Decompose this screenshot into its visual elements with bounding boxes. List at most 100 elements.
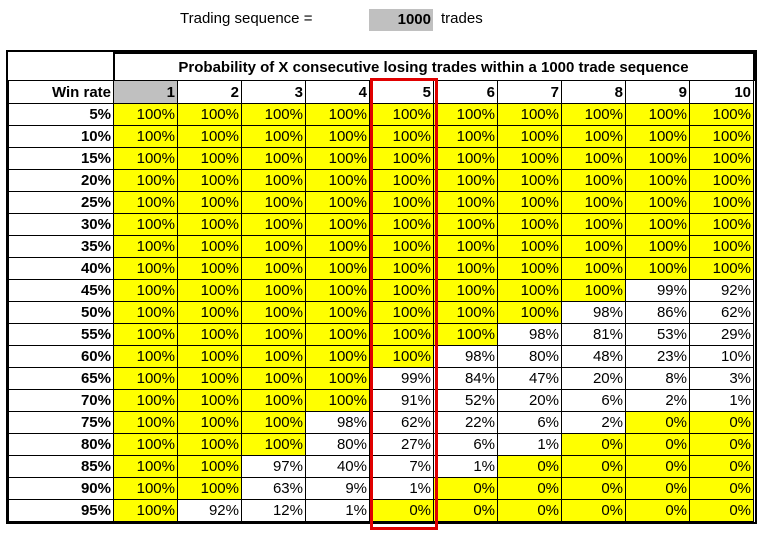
probability-cell: 100% xyxy=(305,301,370,324)
win-rate: 60% xyxy=(8,345,114,368)
probability-cell: 100% xyxy=(241,433,306,456)
probability-cell: 100% xyxy=(561,125,626,148)
probability-cell: 97% xyxy=(241,455,306,478)
probability-cell: 100% xyxy=(177,257,242,280)
probability-cell: 100% xyxy=(113,433,178,456)
probability-cell: 100% xyxy=(113,235,178,258)
probability-cell: 100% xyxy=(689,125,754,148)
probability-cell: 100% xyxy=(241,411,306,434)
data-row: 25% 100% 100% 100% 100% 100% 100% 100% 100% 100% 1… xyxy=(8,191,754,214)
probability-cell: 100% xyxy=(177,235,242,258)
data-row: 70% 100% 100% 100% 100% 91% 52% 20% 6% 2% 1% xyxy=(8,389,754,412)
probability-cell: 100% xyxy=(305,103,370,126)
probability-cell: 100% xyxy=(305,147,370,170)
probability-cell: 100% xyxy=(241,389,306,412)
probability-cell: 0% xyxy=(561,499,626,522)
win-rate: 20% xyxy=(8,169,114,192)
win-rate: 40% xyxy=(8,257,114,280)
probability-cell: 100% xyxy=(113,389,178,412)
probability-cell: 100% xyxy=(369,323,434,346)
data-row: 95% 100% 92% 12% 1% 0% 0% 0% 0% 0% 0% xyxy=(8,499,754,522)
probability-cell: 100% xyxy=(561,257,626,280)
data-row: 65% 100% 100% 100% 100% 99% 84% 47% 20% 8% 3% xyxy=(8,367,754,390)
probability-cell: 2% xyxy=(625,389,690,412)
data-row: 55% 100% 100% 100% 100% 100% 100% 98% 81% 53% 29% xyxy=(8,323,754,346)
corner-blank xyxy=(9,53,114,81)
probability-cell: 100% xyxy=(113,169,178,192)
probability-cell: 100% xyxy=(241,301,306,324)
probability-cell: 20% xyxy=(497,389,562,412)
probability-cell: 100% xyxy=(497,235,562,258)
probability-cell: 20% xyxy=(561,367,626,390)
probability-cell: 100% xyxy=(305,257,370,280)
win-rate: 15% xyxy=(8,147,114,170)
probability-cell: 100% xyxy=(305,235,370,258)
probability-cell: 100% xyxy=(113,125,178,148)
probability-cell: 100% xyxy=(113,301,178,324)
probability-cell: 100% xyxy=(433,191,498,214)
probability-cell: 100% xyxy=(689,235,754,258)
win-rate: 45% xyxy=(8,279,114,302)
probability-cell: 100% xyxy=(177,147,242,170)
probability-cell: 81% xyxy=(561,323,626,346)
column-header: 1 xyxy=(113,80,178,104)
probability-cell: 100% xyxy=(689,147,754,170)
probability-cell: 6% xyxy=(497,411,562,434)
probability-cell: 100% xyxy=(497,103,562,126)
probability-cell: 100% xyxy=(241,191,306,214)
probability-cell: 6% xyxy=(433,433,498,456)
probability-cell: 0% xyxy=(433,499,498,522)
probability-cell: 0% xyxy=(689,499,754,522)
data-row: 45% 100% 100% 100% 100% 100% 100% 100% 100% 99% 92… xyxy=(8,279,754,302)
probability-cell: 100% xyxy=(177,389,242,412)
probability-cell: 0% xyxy=(625,499,690,522)
probability-cell: 100% xyxy=(177,279,242,302)
probability-cell: 1% xyxy=(497,433,562,456)
probability-cell: 3% xyxy=(689,367,754,390)
sequence-label: Trading sequence = xyxy=(180,10,313,27)
probability-cell: 100% xyxy=(497,169,562,192)
column-header: 6 xyxy=(433,80,498,104)
probability-cell: 100% xyxy=(497,279,562,302)
probability-cell: 100% xyxy=(305,125,370,148)
sequence-unit: trades xyxy=(441,10,483,27)
win-rate: 85% xyxy=(8,455,114,478)
column-header: 9 xyxy=(625,80,690,104)
probability-cell: 0% xyxy=(625,433,690,456)
probability-cell: 2% xyxy=(561,411,626,434)
probability-cell: 62% xyxy=(689,301,754,324)
probability-cell: 100% xyxy=(433,257,498,280)
probability-cell: 100% xyxy=(113,279,178,302)
probability-cell: 100% xyxy=(113,477,178,500)
probability-cell: 100% xyxy=(177,433,242,456)
probability-cell: 0% xyxy=(625,411,690,434)
probability-cell: 100% xyxy=(625,169,690,192)
highlight-box xyxy=(370,78,438,530)
probability-cell: 99% xyxy=(625,279,690,302)
probability-cell: 100% xyxy=(241,367,306,390)
data-row: 60% 100% 100% 100% 100% 100% 98% 80% 48% 23% 10% xyxy=(8,345,754,368)
column-header: 4 xyxy=(305,80,370,104)
probability-cell: 1% xyxy=(305,499,370,522)
probability-cell: 100% xyxy=(561,169,626,192)
probability-cell: 100% xyxy=(433,125,498,148)
probability-cell: 100% xyxy=(369,125,434,148)
probability-cell: 0% xyxy=(625,477,690,500)
probability-cell: 100% xyxy=(241,235,306,258)
probability-cell: 7% xyxy=(369,455,434,478)
probability-cell: 100% xyxy=(177,367,242,390)
probability-cell: 0% xyxy=(625,455,690,478)
probability-cell: 100% xyxy=(241,103,306,126)
probability-cell: 100% xyxy=(177,103,242,126)
probability-cell: 100% xyxy=(497,257,562,280)
probability-cell: 0% xyxy=(689,455,754,478)
win-rate: 50% xyxy=(8,301,114,324)
probability-cell: 52% xyxy=(433,389,498,412)
data-row: 40% 100% 100% 100% 100% 100% 100% 100% 100% 100% 1… xyxy=(8,257,754,280)
probability-cell: 100% xyxy=(177,191,242,214)
probability-cell: 100% xyxy=(241,213,306,236)
sequence-value[interactable]: 1000 xyxy=(369,9,433,31)
data-row: 35% 100% 100% 100% 100% 100% 100% 100% 100% 100% 1… xyxy=(8,235,754,258)
probability-cell: 80% xyxy=(305,433,370,456)
probability-cell: 98% xyxy=(433,345,498,368)
